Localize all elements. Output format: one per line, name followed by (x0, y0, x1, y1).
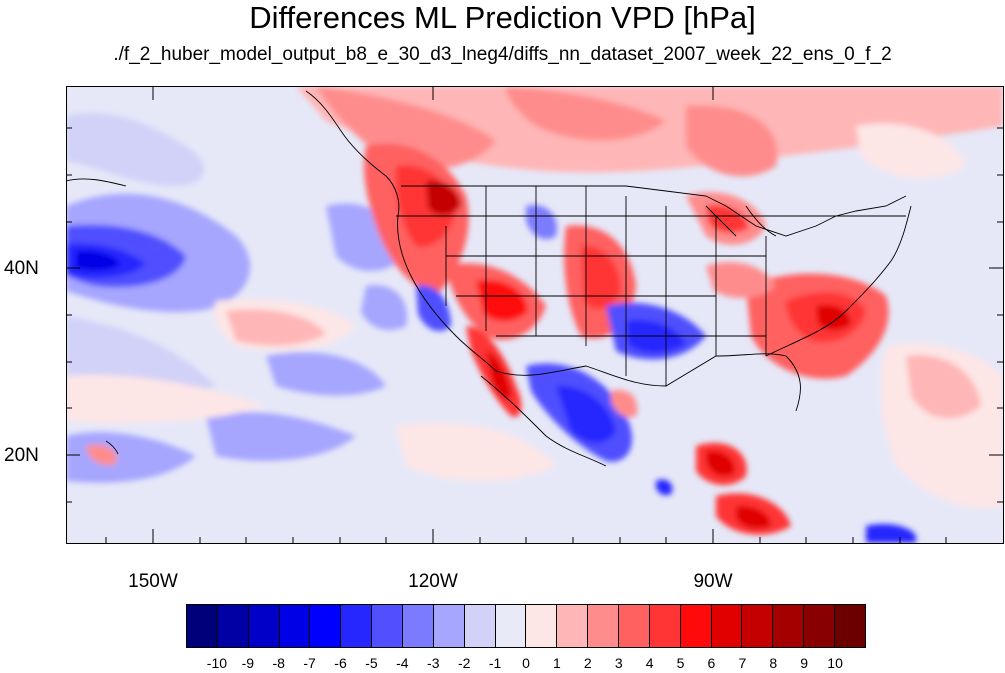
colorbar-swatch (835, 605, 865, 647)
colorbar-swatch (742, 605, 774, 647)
colorbar-label: -6 (334, 655, 347, 671)
colorbar-label: -1 (488, 655, 502, 671)
colorbar-label: 5 (676, 655, 685, 671)
colorbar-swatch (217, 605, 249, 647)
lat-label-40n: 40N (4, 258, 39, 279)
lon-label-90w: 90W (693, 571, 733, 592)
colorbar-swatch (588, 605, 620, 647)
colorbar-label: 3 (614, 655, 623, 671)
colorbar-label: 9 (800, 655, 809, 671)
lat-label-20n: 20N (4, 445, 39, 466)
colorbar-label: -5 (365, 655, 378, 671)
colorbar-swatch (248, 605, 280, 647)
colorbar-label: 8 (769, 655, 778, 671)
colorbar-swatch (557, 605, 589, 647)
colorbar-swatch (341, 605, 373, 647)
map-title: Differences ML Prediction VPD [hPa] (249, 0, 756, 35)
colorbar-swatch (526, 605, 558, 647)
colorbar-swatch (279, 605, 311, 647)
map-subtitle: ./f_2_huber_model_output_b8_e_30_d3_lneg… (113, 44, 892, 65)
colorbar-label: 0 (522, 655, 530, 671)
colorbar-label: -3 (427, 655, 440, 671)
colorbar-swatch (372, 605, 404, 647)
colorbar-swatch (649, 605, 681, 647)
colorbar-label: -10 (206, 655, 228, 671)
colorbar-label: -2 (457, 655, 471, 671)
colorbar-label: 1 (553, 655, 561, 671)
map-panel (66, 86, 1003, 543)
colorbar-label: 2 (583, 655, 592, 671)
colorbar-label: 4 (645, 655, 654, 671)
colorbar-labels: -10 -9 -8 -7 -6 -5 -4 -3 -2 -1 0 1 2 3 4 5 6 7 8 9 10 (186, 655, 866, 673)
colorbar-swatch (804, 605, 836, 647)
lon-label-120w: 120W (408, 571, 458, 592)
colorbar-label: -9 (241, 655, 255, 671)
colorbar-label: -8 (272, 655, 285, 671)
colorbar-swatch (495, 605, 527, 647)
colorbar-label: -4 (396, 655, 409, 671)
vpd-difference-field (66, 86, 1003, 543)
colorbar-swatch (464, 605, 496, 647)
colorbar-label: -7 (303, 655, 316, 671)
colorbar-swatch (711, 605, 743, 647)
colorbar-swatch (310, 605, 342, 647)
colorbar-swatch (680, 605, 712, 647)
colorbar-swatch (433, 605, 465, 647)
colorbar-label: 7 (738, 655, 747, 671)
colorbar-swatch (619, 605, 650, 647)
colorbar-swatch (187, 605, 218, 647)
colorbar-label: 10 (827, 655, 843, 671)
lon-label-150w: 150W (128, 571, 178, 592)
colorbar-label: 6 (707, 655, 716, 671)
colorbar (186, 604, 866, 648)
colorbar-swatch (403, 605, 434, 647)
colorbar-swatch (773, 605, 805, 647)
